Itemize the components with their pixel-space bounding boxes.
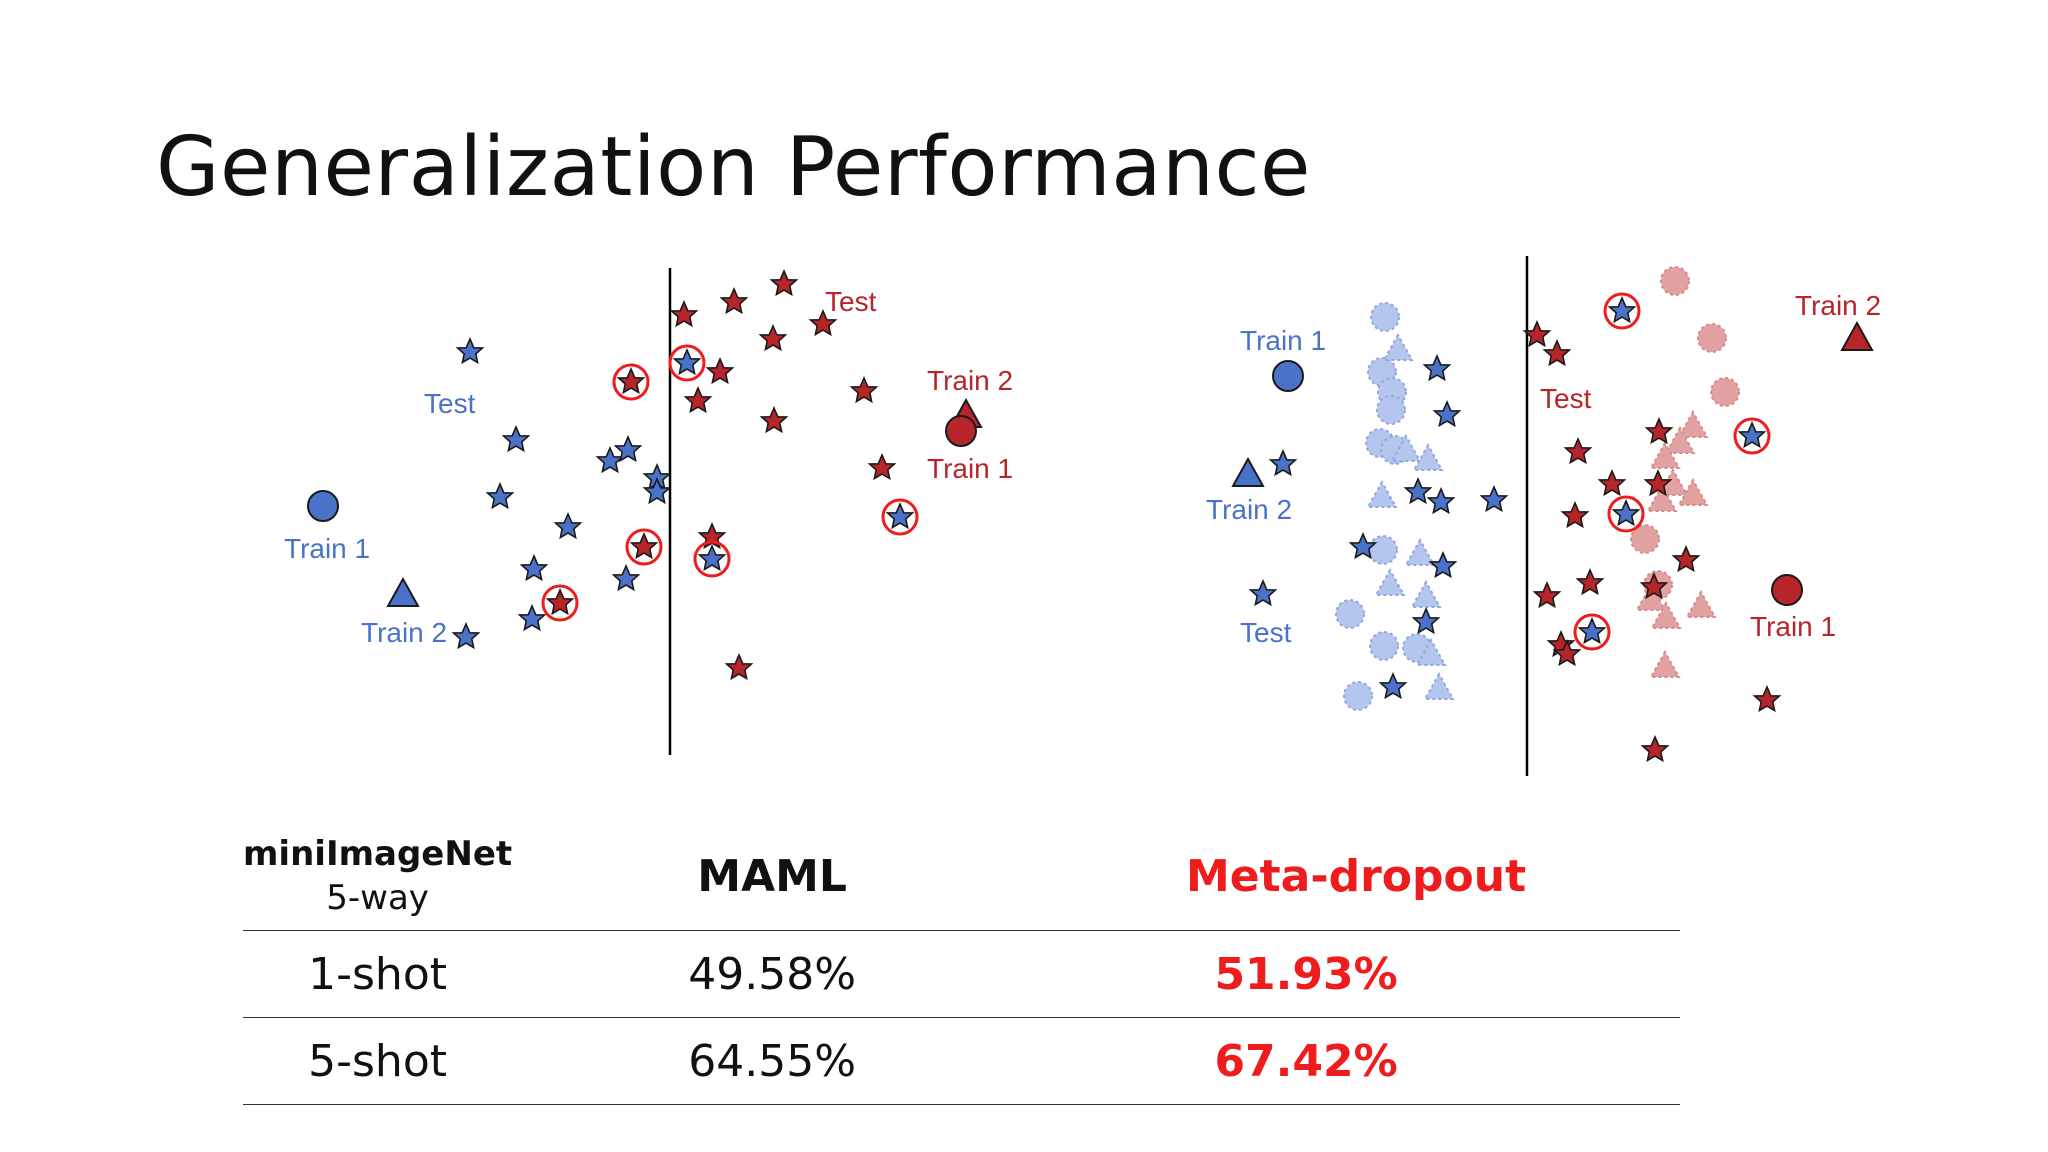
right-train1-blue-label: Train 1 <box>1240 325 1326 356</box>
dataset-name: miniImageNet <box>243 834 513 874</box>
train2-blue-point-left <box>386 576 420 607</box>
embedding-plots: Test Train 1 Train 2 Test Train 2 Train … <box>284 256 1881 776</box>
maml-cell: 64.55% <box>512 1017 1033 1105</box>
left-test-red-label: Test <box>825 286 877 317</box>
misclassified-circles-right <box>1573 292 1771 651</box>
table-header-row: miniImageNet 5-way MAML Meta-dropout <box>243 822 1680 931</box>
dataset-setting: 5-way <box>326 878 429 918</box>
left-plot: Test Train 1 Train 2 Test Train 2 Train … <box>284 268 1013 755</box>
train2-red-point-right <box>1840 320 1874 351</box>
shot-cell: 1-shot <box>243 930 513 1018</box>
meta-dropout-cell: 51.93% <box>1032 930 1680 1018</box>
results-table: miniImageNet 5-way MAML Meta-dropout 1-s… <box>243 822 1680 1105</box>
right-train2-blue-label: Train 2 <box>1206 494 1292 525</box>
train1-blue-point-left <box>307 490 339 522</box>
dataset-header: miniImageNet 5-way <box>243 822 512 931</box>
red-test-stars-left <box>546 270 896 680</box>
left-train2-red-label: Train 2 <box>927 365 1013 396</box>
train1-red-point-right <box>1771 574 1803 606</box>
blue-perturbed-points-right <box>1335 302 1455 711</box>
right-plot: Train 1 Train 2 Test Test Train 2 Train … <box>1206 256 1881 776</box>
slide-title: Generalization Performance <box>156 120 1311 215</box>
table-row: 5-shot 64.55% 67.42% <box>243 1017 1680 1105</box>
maml-cell: 49.58% <box>512 930 1033 1018</box>
left-test-blue-label: Test <box>424 388 476 419</box>
train1-red-point-left <box>945 415 977 447</box>
blue-test-stars-left <box>452 338 914 649</box>
shot-cell: 5-shot <box>243 1017 513 1105</box>
red-perturbed-points-right <box>1630 266 1740 678</box>
table-row: 1-shot 49.58% 51.93% <box>243 930 1680 1018</box>
right-test-red-label: Test <box>1540 383 1592 414</box>
left-train1-red-label: Train 1 <box>927 453 1013 484</box>
meta-dropout-cell: 67.42% <box>1032 1017 1680 1105</box>
right-train2-red-label: Train 2 <box>1795 290 1881 321</box>
meta-dropout-header: Meta-dropout <box>1186 850 1527 902</box>
train2-blue-point-right <box>1231 456 1265 487</box>
right-train1-red-label: Train 1 <box>1750 611 1836 642</box>
misclassified-circles-left <box>541 344 919 622</box>
train1-blue-point-right <box>1272 360 1304 392</box>
right-test-blue-label: Test <box>1240 617 1292 648</box>
maml-header: MAML <box>697 850 847 902</box>
left-train1-blue-label: Train 1 <box>284 533 370 564</box>
left-train2-blue-label: Train 2 <box>361 617 447 648</box>
